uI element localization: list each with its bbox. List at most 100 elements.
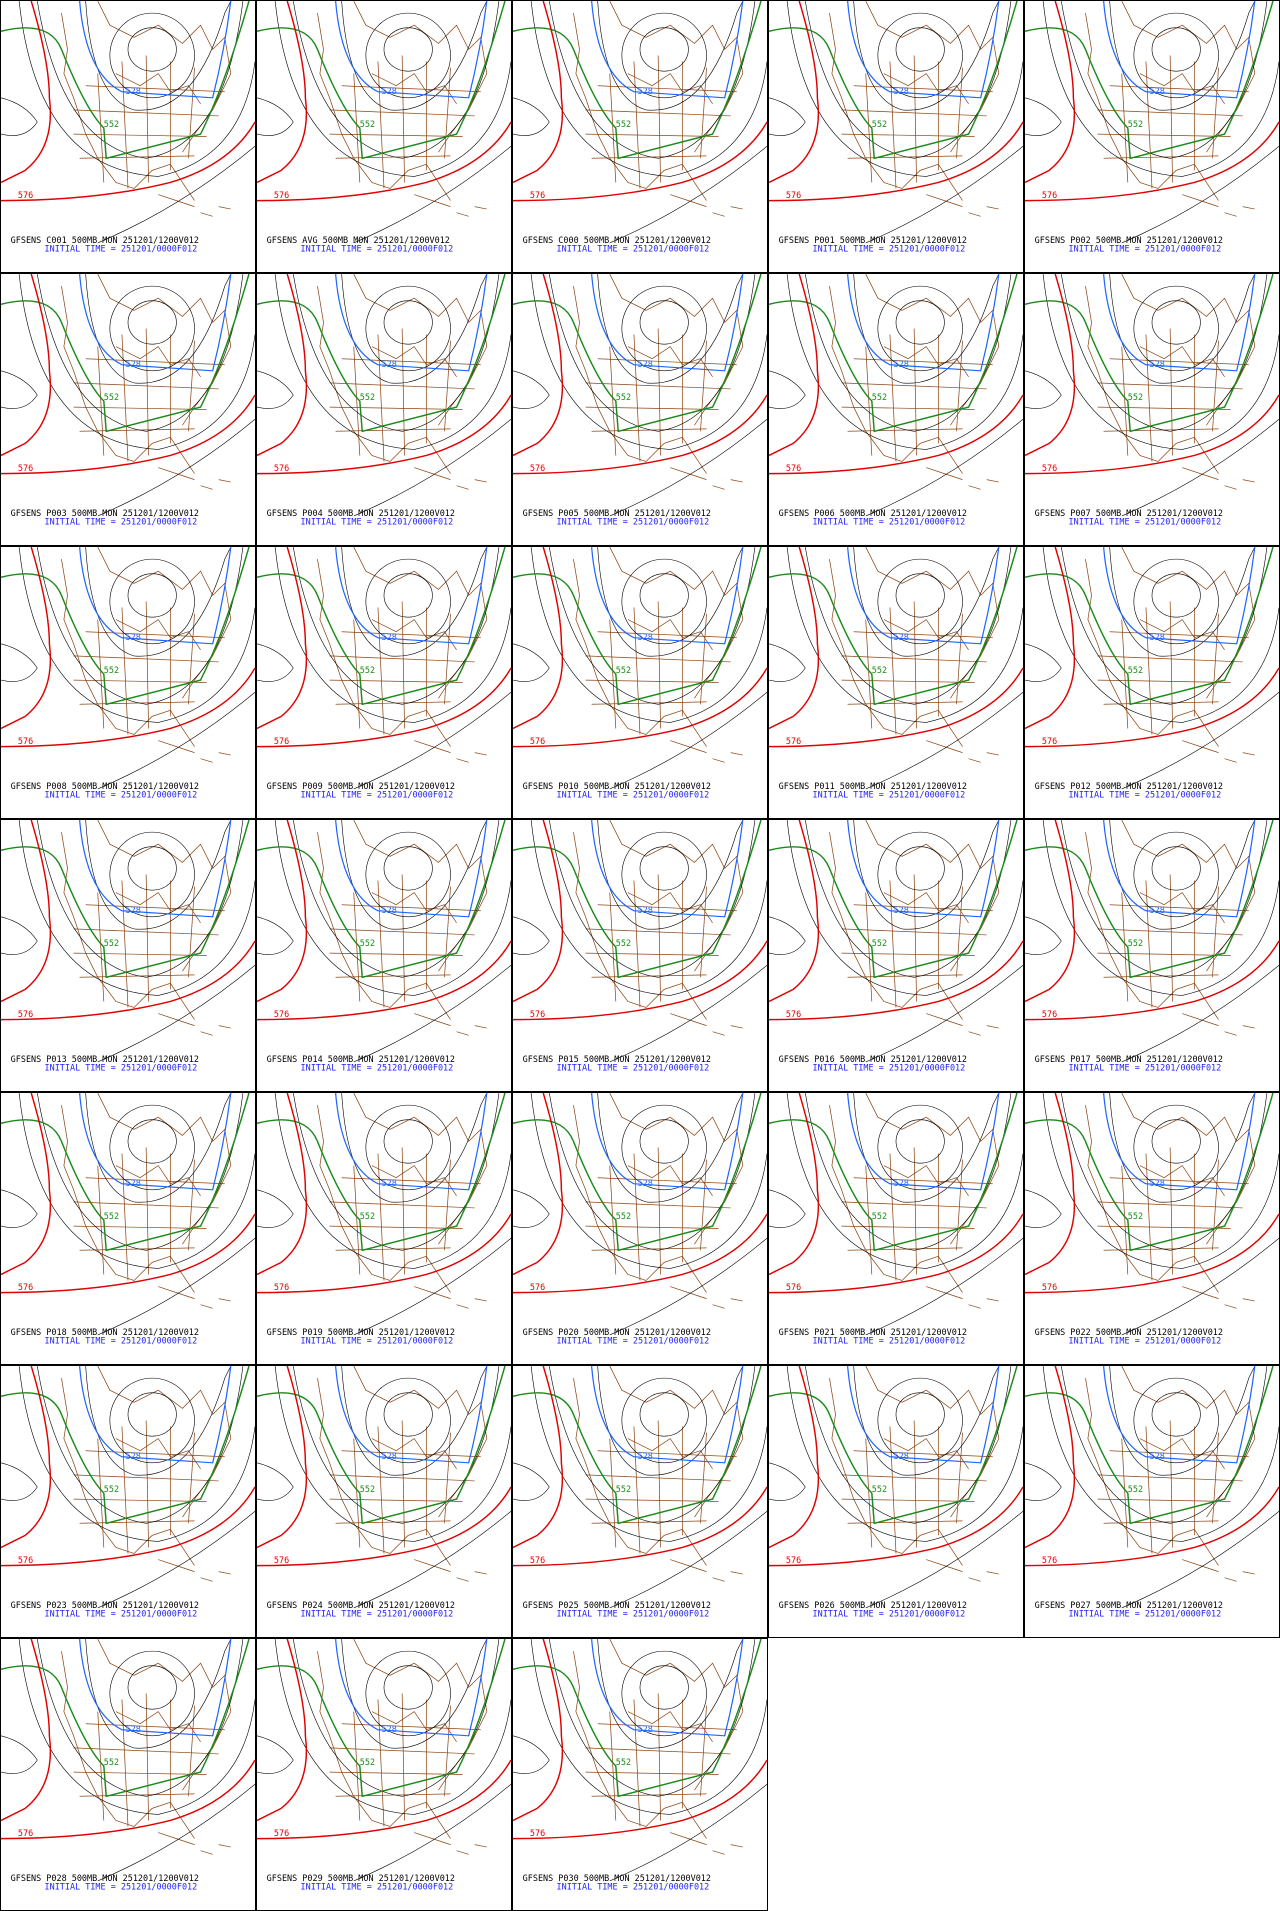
panel-init-time: INITIAL TIME = 251201/0000F012 — [813, 243, 966, 253]
map-panel: 528 552 576 GFSENS P017 500MB MON 251201/12… — [1024, 819, 1280, 1092]
contour-label: 576 — [274, 1282, 289, 1292]
map-panel: 528 552 576 GFSENS AVG 500MB MON 251201/120… — [256, 0, 512, 273]
contour-label: 552 — [872, 1211, 887, 1221]
contour-map — [1, 1639, 255, 1882]
contour-map — [513, 1, 767, 244]
panel-title: GFSENS P010 500MB MON 251201/1200V012 — [523, 781, 711, 791]
contour-label: 576 — [786, 736, 801, 746]
contour-label: 528 — [382, 905, 397, 915]
panel-init-time: INITIAL TIME = 251201/0000F012 — [45, 1062, 198, 1072]
contour-label: 576 — [530, 1555, 545, 1565]
contour-label: 528 — [126, 905, 141, 915]
panel-init-time: INITIAL TIME = 251201/0000F012 — [301, 243, 454, 253]
contour-label: 528 — [638, 632, 653, 642]
contour-label: 576 — [18, 1009, 33, 1019]
contour-label: 576 — [18, 1282, 33, 1292]
contour-label: 576 — [530, 190, 545, 200]
panel-init-time: INITIAL TIME = 251201/0000F012 — [557, 243, 710, 253]
contour-label: 528 — [638, 1178, 653, 1188]
map-panel: 528 552 576 GFSENS P015 500MB MON 251201/12… — [512, 819, 768, 1092]
contour-label: 552 — [616, 119, 631, 129]
contour-label: 552 — [1128, 938, 1143, 948]
contour-map — [513, 1093, 767, 1336]
map-panel: 528 552 576 GFSENS P023 500MB MON 251201/12… — [0, 1365, 256, 1638]
map-panel: 528 552 576 GFSENS P013 500MB MON 251201/12… — [0, 819, 256, 1092]
panel-title: GFSENS P016 500MB MON 251201/1200V012 — [779, 1054, 967, 1064]
contour-label: 576 — [786, 1282, 801, 1292]
contour-label: 552 — [1128, 1484, 1143, 1494]
panel-title: GFSENS P024 500MB MON 251201/1200V012 — [267, 1600, 455, 1610]
panel-title: GFSENS P021 500MB MON 251201/1200V012 — [779, 1327, 967, 1337]
panel-init-time: INITIAL TIME = 251201/0000F012 — [813, 1608, 966, 1618]
contour-label: 576 — [530, 1828, 545, 1838]
contour-label: 528 — [1150, 632, 1165, 642]
map-panel: 528 552 576 GFSENS P008 500MB MON 251201/12… — [0, 546, 256, 819]
contour-label: 528 — [638, 359, 653, 369]
contour-label: 528 — [1150, 1178, 1165, 1188]
contour-label: 552 — [360, 665, 375, 675]
contour-label: 528 — [382, 1724, 397, 1734]
map-panel: 528 552 576 GFSENS P012 500MB MON 251201/12… — [1024, 546, 1280, 819]
contour-label: 528 — [382, 86, 397, 96]
contour-map — [1025, 1366, 1279, 1609]
contour-label: 576 — [1042, 1282, 1057, 1292]
panel-title: GFSENS P009 500MB MON 251201/1200V012 — [267, 781, 455, 791]
contour-label: 528 — [382, 359, 397, 369]
panel-init-time: INITIAL TIME = 251201/0000F012 — [1069, 1062, 1222, 1072]
contour-label: 552 — [1128, 1211, 1143, 1221]
map-panel: 528 552 576 GFSENS C000 500MB MON 251201/12… — [512, 0, 768, 273]
contour-label: 576 — [786, 1009, 801, 1019]
panel-title: GFSENS P012 500MB MON 251201/1200V012 — [1035, 781, 1223, 791]
contour-label: 576 — [18, 736, 33, 746]
contour-label: 552 — [616, 1484, 631, 1494]
map-panel: 528 552 576 GFSENS P011 500MB MON 251201/12… — [768, 546, 1024, 819]
contour-label: 576 — [530, 1009, 545, 1019]
map-panel: 528 552 576 GFSENS P006 500MB MON 251201/12… — [768, 273, 1024, 546]
contour-label: 552 — [872, 938, 887, 948]
panel-title: GFSENS P017 500MB MON 251201/1200V012 — [1035, 1054, 1223, 1064]
map-panel: 528 552 576 GFSENS P019 500MB MON 251201/12… — [256, 1092, 512, 1365]
contour-label: 576 — [786, 463, 801, 473]
map-panel: 528 552 576 GFSENS P001 500MB MON 251201/12… — [768, 0, 1024, 273]
panel-init-time: INITIAL TIME = 251201/0000F012 — [301, 1881, 454, 1891]
panel-init-time: INITIAL TIME = 251201/0000F012 — [301, 1608, 454, 1618]
contour-label: 528 — [894, 1451, 909, 1461]
contour-map — [1025, 547, 1279, 790]
contour-label: 528 — [638, 1724, 653, 1734]
contour-label: 528 — [126, 1724, 141, 1734]
contour-label: 528 — [894, 86, 909, 96]
contour-label: 528 — [1150, 86, 1165, 96]
contour-label: 528 — [1150, 1451, 1165, 1461]
map-panel: 528 552 576 GFSENS P009 500MB MON 251201/12… — [256, 546, 512, 819]
contour-label: 576 — [18, 190, 33, 200]
panel-title: GFSENS P028 500MB MON 251201/1200V012 — [11, 1873, 199, 1883]
contour-label: 528 — [894, 905, 909, 915]
panel-title: GFSENS P005 500MB MON 251201/1200V012 — [523, 508, 711, 518]
contour-label: 528 — [638, 905, 653, 915]
panel-init-time: INITIAL TIME = 251201/0000F012 — [301, 1062, 454, 1072]
map-panel: 528 552 576 GFSENS P002 500MB MON 251201/12… — [1024, 0, 1280, 273]
panel-title: GFSENS P011 500MB MON 251201/1200V012 — [779, 781, 967, 791]
contour-label: 576 — [786, 1555, 801, 1565]
panel-init-time: INITIAL TIME = 251201/0000F012 — [813, 1062, 966, 1072]
contour-label: 552 — [872, 1484, 887, 1494]
panel-init-time: INITIAL TIME = 251201/0000F012 — [557, 1608, 710, 1618]
contour-map — [1, 547, 255, 790]
contour-map — [513, 1639, 767, 1882]
panel-init-time: INITIAL TIME = 251201/0000F012 — [557, 789, 710, 799]
contour-label: 552 — [360, 392, 375, 402]
contour-label: 576 — [274, 1009, 289, 1019]
map-panel: 528 552 576 GFSENS P029 500MB MON 251201/12… — [256, 1638, 512, 1911]
contour-label: 576 — [1042, 1555, 1057, 1565]
contour-map — [1025, 274, 1279, 517]
contour-label: 528 — [382, 632, 397, 642]
panel-title: GFSENS P008 500MB MON 251201/1200V012 — [11, 781, 199, 791]
contour-label: 552 — [616, 392, 631, 402]
contour-label: 576 — [1042, 1009, 1057, 1019]
panel-init-time: INITIAL TIME = 251201/0000F012 — [557, 1335, 710, 1345]
contour-label: 552 — [872, 119, 887, 129]
panel-init-time: INITIAL TIME = 251201/0000F012 — [45, 1881, 198, 1891]
contour-label: 528 — [638, 86, 653, 96]
contour-label: 552 — [104, 119, 119, 129]
